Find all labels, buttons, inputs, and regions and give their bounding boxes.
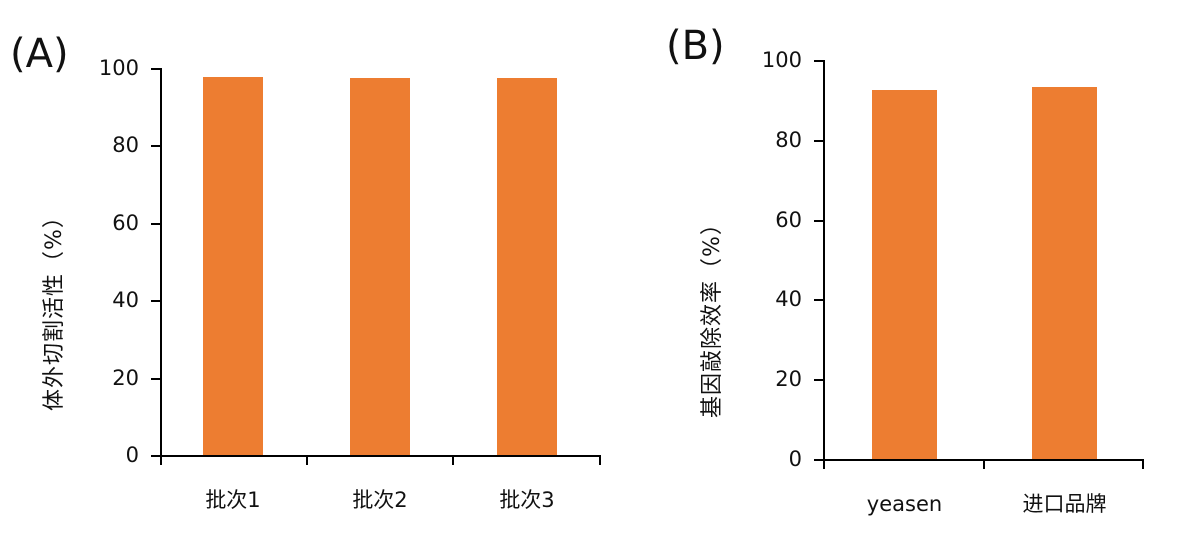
x-tick	[160, 456, 162, 465]
y-tick	[151, 145, 161, 148]
y-tick	[814, 299, 824, 302]
x-category-label: 批次2	[352, 488, 408, 512]
bar-3	[497, 78, 557, 456]
x-tick	[1142, 460, 1144, 469]
y-tick-label: 100	[98, 56, 139, 80]
x-tick	[452, 456, 454, 465]
y-axis-title-b: 基因敲除效率（%）	[700, 212, 725, 418]
bar-1	[872, 90, 937, 460]
x-category-label: yeasen	[866, 492, 943, 516]
y-tick	[814, 379, 824, 382]
y-axis-line	[823, 60, 825, 461]
y-tick	[151, 222, 161, 225]
bar-1	[203, 76, 263, 456]
y-tick	[814, 459, 824, 461]
y-tick-label: 0	[788, 447, 802, 471]
x-category-label: 批次1	[205, 488, 261, 512]
x-category-label: 进口品牌	[1022, 492, 1107, 516]
y-tick-label: 20	[775, 367, 802, 392]
y-tick	[151, 455, 161, 457]
y-tick	[151, 377, 161, 380]
y-tick-label: 40	[112, 288, 139, 313]
y-tick-label: 0	[125, 443, 139, 467]
x-category-label: 批次3	[499, 488, 555, 512]
y-tick-label: 100	[761, 48, 802, 72]
x-axis-line	[151, 455, 601, 457]
y-tick-label: 80	[112, 133, 139, 158]
y-tick-label: 20	[112, 365, 139, 390]
y-axis-title-a: 体外切割活性（%）	[42, 205, 67, 411]
y-tick	[151, 300, 161, 303]
y-tick	[814, 139, 824, 142]
y-tick	[814, 219, 824, 222]
y-tick-label: 60	[775, 207, 802, 232]
bar-2	[350, 78, 410, 456]
bar-2	[1032, 86, 1097, 460]
x-tick	[306, 456, 308, 465]
y-tick-label: 80	[775, 127, 802, 152]
panel-label-b: (B)	[666, 23, 725, 69]
panel-label-a: (A)	[10, 31, 69, 77]
y-tick-label: 40	[775, 287, 802, 312]
y-tick	[814, 60, 824, 62]
y-tick-label: 60	[112, 210, 139, 235]
x-tick	[599, 456, 601, 465]
x-tick	[823, 460, 825, 469]
x-axis-line	[814, 459, 1144, 461]
x-tick	[983, 460, 985, 469]
y-tick	[151, 68, 161, 70]
y-axis-line	[160, 68, 162, 457]
